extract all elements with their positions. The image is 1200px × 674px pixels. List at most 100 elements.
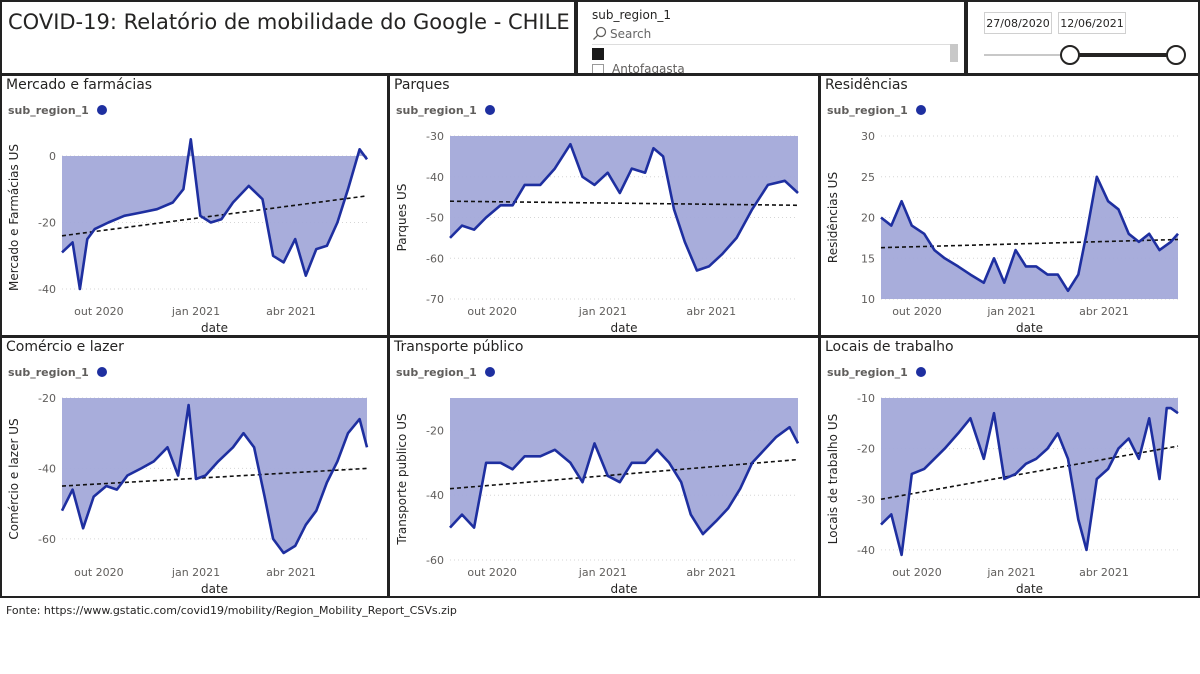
x-tick-label: abr 2021: [686, 566, 736, 579]
y-tick-label: -20: [426, 424, 444, 437]
chart-comercio-svg: -20 -40 -60 out 2020 jan 2021 abr 2021 date Com…: [7, 392, 369, 596]
region-slicer[interactable]: sub_region_1 Search Antofagasta: [576, 0, 966, 75]
x-tick-label: jan 2021: [171, 305, 220, 318]
x-tick-label: out 2020: [467, 566, 517, 579]
y-tick-label: -50: [426, 212, 444, 225]
series-line: [60, 403, 369, 555]
slicer-title: sub_region_1: [592, 8, 672, 22]
series-area: [881, 398, 1178, 555]
chart-title: Comércio e lazer: [6, 339, 124, 355]
x-tick-label: abr 2021: [1079, 305, 1129, 318]
end-date-input[interactable]: 12/06/2021: [1058, 12, 1126, 34]
legend-label: sub_region_1: [396, 366, 477, 379]
legend-label: sub_region_1: [827, 104, 908, 117]
chart-transporte-svg: -20 -40 -60 out 2020 jan 2021 abr 2021 date Tra…: [395, 398, 800, 596]
y-tick-label: 10: [861, 293, 875, 306]
y-tick-label: 15: [861, 252, 875, 265]
report-title-box: COVID-19: Relatório de mobilidade do Goo…: [0, 0, 576, 75]
chart-legend: sub_region_1: [396, 104, 495, 117]
date-slider-end-handle[interactable]: [1166, 45, 1186, 65]
y-tick-label: -40: [426, 489, 444, 502]
series-area: [62, 139, 367, 289]
y-axis-title: Residências US: [826, 172, 840, 263]
legend-label: sub_region_1: [8, 366, 89, 379]
x-tick-label: jan 2021: [578, 566, 627, 579]
x-axis-title: date: [610, 321, 637, 335]
x-tick-label: out 2020: [467, 305, 517, 318]
y-tick-label: 20: [861, 212, 875, 225]
y-tick-label: 25: [861, 171, 875, 184]
x-axis-title: date: [1016, 582, 1043, 596]
y-axis-title: Comércio e lazer US: [7, 418, 21, 539]
trend-line: [61, 195, 368, 237]
search-icon: [593, 26, 607, 40]
x-axis-title: date: [201, 321, 228, 335]
x-tick-label: out 2020: [74, 305, 124, 318]
legend-dot-icon: [484, 105, 495, 115]
slicer-item-label: Antofagasta: [612, 62, 685, 75]
x-axis-title: date: [610, 582, 637, 596]
trend-line: [61, 467, 368, 487]
series-line: [880, 175, 1179, 293]
y-tick-label: -40: [857, 544, 875, 557]
chart-panel-mercado: 0 -20 -40 out 2020 jan 2021 abr 2021 date Merca…: [0, 74, 389, 337]
chart-title: Locais de trabalho: [825, 339, 954, 355]
series-area: [62, 398, 367, 553]
x-tick-label: abr 2021: [266, 305, 316, 318]
y-tick-label: -30: [857, 493, 875, 506]
legend-label: sub_region_1: [396, 104, 477, 117]
slicer-item-selected[interactable]: [592, 46, 612, 60]
search-placeholder: Search: [610, 27, 652, 41]
chart-legend: sub_region_1: [396, 366, 495, 379]
chart-trabalho-svg: -10 -20 -30 -40 out 2020 jan 2021 abr 2021 date…: [826, 392, 1179, 596]
chart-legend: sub_region_1: [827, 366, 926, 379]
x-tick-label: jan 2021: [986, 305, 1035, 318]
x-axis-title: date: [201, 582, 228, 596]
chart-panel-comercio: -20 -40 -60 out 2020 jan 2021 abr 2021 date Com…: [0, 336, 389, 598]
legend-dot-icon: [915, 367, 926, 377]
series-line: [61, 137, 369, 291]
y-tick-label: -40: [426, 171, 444, 184]
chart-panel-residencias: 30 25 20 15 10 out 2020 jan 2021 abr 2021 date Re…: [819, 74, 1200, 337]
series-line: [880, 406, 1179, 557]
legend-dot-icon: [96, 367, 107, 377]
checkbox-checked[interactable]: [592, 47, 604, 60]
chart-panel-trabalho: -10 -20 -30 -40 out 2020 jan 2021 abr 2021 date…: [819, 336, 1200, 598]
chart-title: Transporte público: [394, 339, 524, 355]
date-slider-start-handle[interactable]: [1060, 45, 1080, 65]
chart-residencias-svg: 30 25 20 15 10 out 2020 jan 2021 abr 2021 date Re…: [826, 130, 1179, 335]
slicer-item-antofagasta[interactable]: Antofagasta: [592, 62, 685, 75]
y-tick-label: -60: [426, 252, 444, 265]
x-tick-label: out 2020: [892, 305, 942, 318]
series-line: [449, 142, 799, 272]
date-slider-range: [1070, 53, 1174, 57]
y-tick-label: -60: [38, 533, 56, 546]
series-area: [450, 136, 798, 271]
x-tick-label: jan 2021: [578, 305, 627, 318]
legend-label: sub_region_1: [8, 104, 89, 117]
y-axis-title: Transporte publico US: [395, 413, 409, 545]
x-tick-label: jan 2021: [171, 566, 220, 579]
checkbox-unchecked[interactable]: [592, 63, 604, 73]
slicer-search-input[interactable]: Search: [592, 26, 958, 45]
y-tick-label: -40: [38, 462, 56, 475]
chart-title: Mercado e farmácias: [6, 77, 153, 93]
chart-panel-parques: -30 -40 -50 -60 -70 out 2020 jan 2021 abr 2021 d…: [388, 74, 820, 337]
x-tick-label: abr 2021: [1079, 566, 1129, 579]
series-area: [450, 398, 798, 535]
legend-label: sub_region_1: [827, 366, 908, 379]
chart-parques-svg: -30 -40 -50 -60 -70 out 2020 jan 2021 abr 2021 d…: [395, 130, 799, 335]
y-tick-label: -10: [857, 392, 875, 405]
legend-dot-icon: [484, 367, 495, 377]
chart-mercado-svg: 0 -20 -40 out 2020 jan 2021 abr 2021 date Merca…: [7, 137, 369, 335]
chart-title: Residências: [825, 77, 908, 93]
x-tick-label: out 2020: [892, 566, 942, 579]
page-title: COVID-19: Relatório de mobilidade do Goo…: [8, 10, 570, 34]
y-tick-label: -40: [38, 283, 56, 296]
slicer-scrollbar[interactable]: [950, 44, 958, 62]
y-tick-label: -20: [38, 392, 56, 405]
start-date-input[interactable]: 27/08/2020: [984, 12, 1052, 34]
y-axis-title: Parques US: [395, 184, 409, 252]
legend-dot-icon: [915, 105, 926, 115]
x-tick-label: out 2020: [74, 566, 124, 579]
